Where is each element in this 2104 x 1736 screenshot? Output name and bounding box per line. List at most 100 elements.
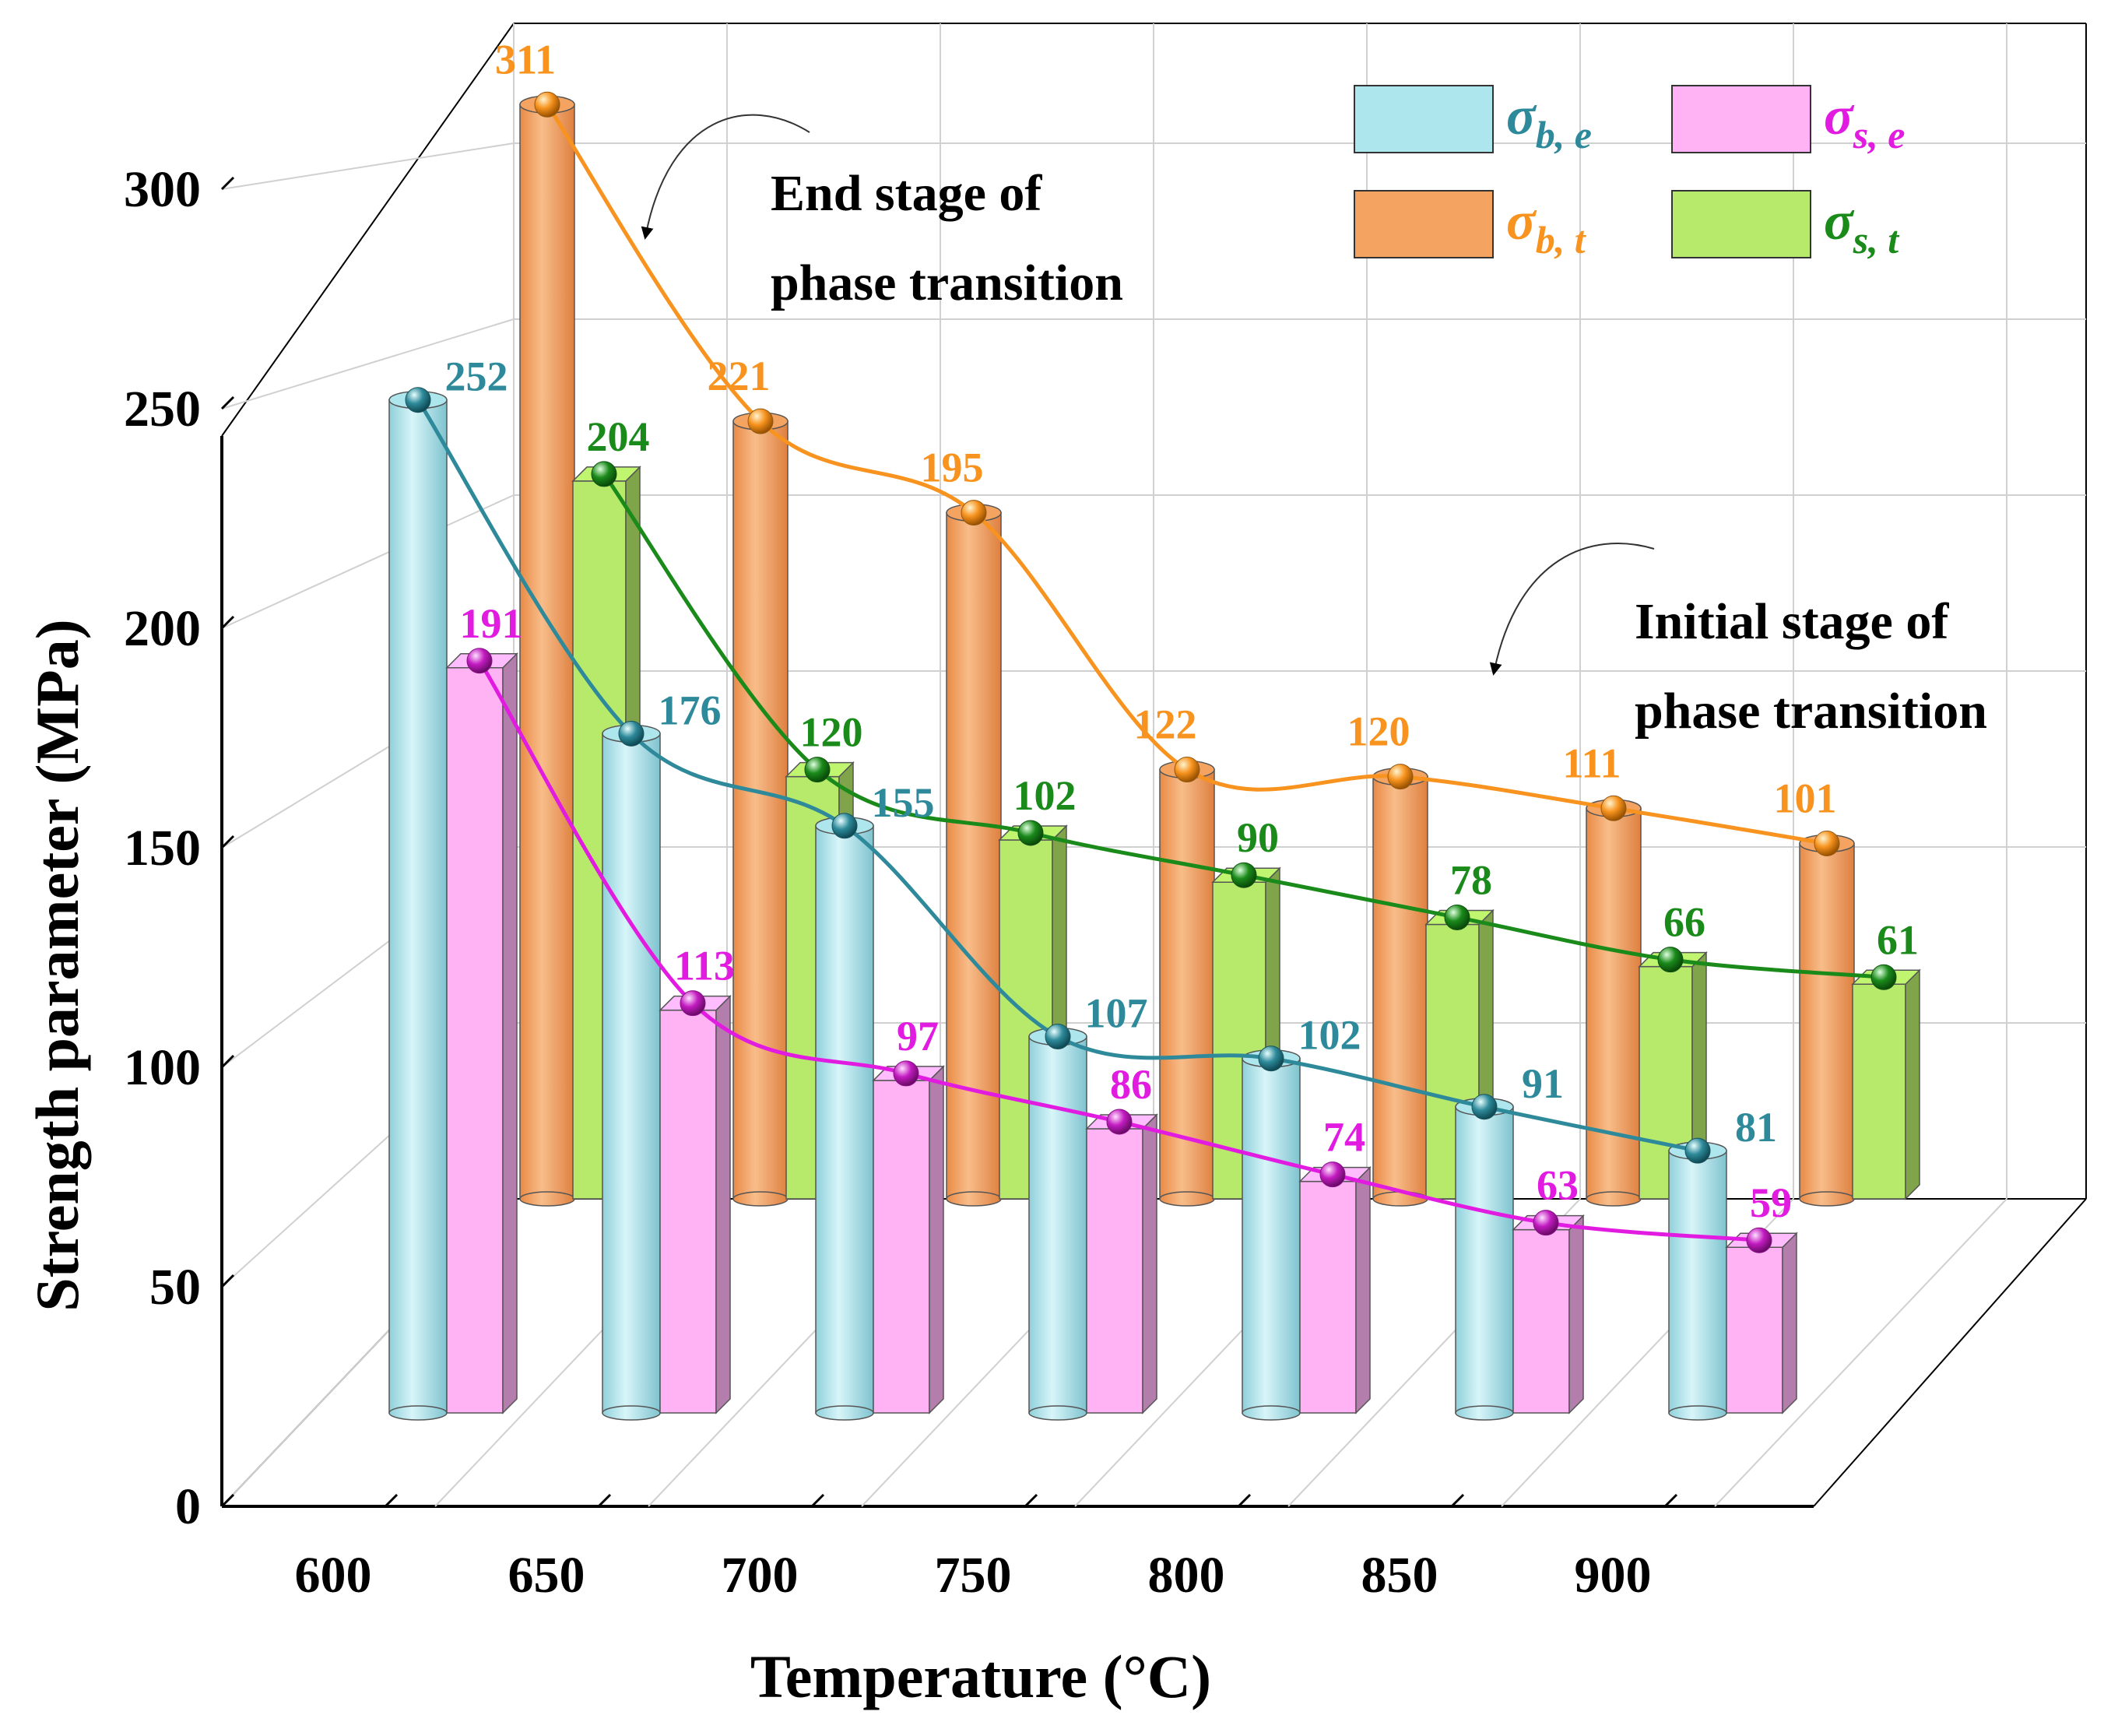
- annotation-text-line: phase transition: [1635, 683, 1987, 740]
- data-label-sigma-b-t: 195: [921, 445, 984, 491]
- bar-body: [1242, 1057, 1301, 1414]
- bar-base: [1028, 1405, 1087, 1421]
- marker-sigma-b-t: [961, 500, 987, 526]
- annotation-text-line: Initial stage of: [1635, 593, 1949, 650]
- bar-sigma-s-e: [445, 652, 518, 1414]
- bar-sigma-s-e: [1725, 1232, 1798, 1414]
- data-labels: 311 221 195 122 120 111 101 204 120 102 90 78 66 61 25…: [445, 36, 1920, 1226]
- marker-sigma-s-t: [1231, 862, 1257, 888]
- bar-sigma-s-e: [1512, 1214, 1585, 1414]
- bar-front-face: [873, 1080, 930, 1414]
- x-tick-mark: [1450, 1493, 1465, 1508]
- marker-sigma-s-t: [1444, 904, 1470, 930]
- data-label-sigma-b-e: 155: [872, 779, 935, 826]
- annotation-arrow: [1489, 543, 1655, 676]
- bar-sigma-b-t: [1159, 760, 1215, 1207]
- marker-sigma-s-e: [466, 648, 493, 674]
- annotation-text-line: End stage of: [771, 165, 1042, 222]
- bar-base: [1455, 1405, 1514, 1421]
- bar-sigma-b-e: [1455, 1098, 1514, 1421]
- legend-swatch-sigma-s-t: [1671, 190, 1811, 258]
- marker-sigma-b-e: [1258, 1045, 1284, 1072]
- bar-base: [732, 1191, 789, 1207]
- x-tick-mark: [1663, 1493, 1678, 1508]
- marker-sigma-b-t: [1600, 795, 1627, 821]
- frame-edge: [221, 23, 515, 437]
- gridline-side: [221, 318, 515, 409]
- bar-sigma-b-t: [1799, 834, 1855, 1207]
- bar-front-face: [1726, 1246, 1783, 1414]
- x-tick-label: 750: [935, 1547, 1012, 1604]
- bar-base: [1668, 1405, 1727, 1421]
- bar-side-face: [1142, 1113, 1157, 1414]
- data-label-sigma-s-e: 113: [674, 943, 735, 989]
- legend-label-sigma-s-e: σs, e: [1824, 86, 1905, 156]
- data-label-sigma-b-e: 176: [659, 687, 722, 733]
- data-label-sigma-s-t: 90: [1237, 814, 1279, 861]
- x-tick-label: 600: [295, 1547, 372, 1604]
- bar-front-face: [446, 667, 504, 1414]
- legend-label-sigma-b-e: σb, e: [1506, 86, 1592, 156]
- bar-body: [602, 733, 661, 1414]
- y-tick-mark: [220, 395, 235, 410]
- bar-front-face: [1086, 1128, 1143, 1414]
- data-label-sigma-s-e: 59: [1750, 1179, 1792, 1226]
- marker-sigma-s-e: [1319, 1161, 1346, 1188]
- bar-sigma-b-t: [732, 412, 789, 1207]
- bar-base: [1799, 1191, 1855, 1207]
- bar-side-face: [1355, 1165, 1371, 1414]
- marker-sigma-b-e: [1471, 1094, 1498, 1120]
- marker-sigma-b-e: [1684, 1137, 1711, 1164]
- legend-swatch-sigma-s-e: [1671, 85, 1811, 153]
- y-tick-mark: [220, 1274, 235, 1288]
- data-label-sigma-b-e: 252: [445, 353, 508, 400]
- marker-sigma-s-e: [1746, 1227, 1772, 1253]
- marker-sigma-s-e: [1106, 1109, 1133, 1135]
- x-tick-mark: [1237, 1493, 1252, 1508]
- data-label-sigma-s-e: 86: [1110, 1061, 1152, 1108]
- marker-sigma-b-t: [1174, 757, 1200, 783]
- y-tick-mark: [220, 615, 235, 630]
- front-row-curves: [405, 387, 1772, 1253]
- marker-sigma-b-e: [405, 387, 431, 413]
- bar-body: [815, 825, 874, 1414]
- bar-side-face: [929, 1065, 944, 1414]
- bar-base: [815, 1405, 874, 1421]
- frame-edge: [1813, 1198, 2087, 1507]
- bar-sigma-b-t: [1372, 767, 1428, 1207]
- bar-base: [1159, 1191, 1215, 1207]
- data-label-sigma-b-e: 91: [1522, 1060, 1564, 1107]
- bar-body: [1159, 768, 1215, 1200]
- data-label-sigma-b-t: 311: [495, 36, 556, 83]
- y-axis-title: Strength parameter (MPa): [23, 619, 91, 1312]
- x-tick-mark: [810, 1493, 825, 1508]
- legend-swatch-sigma-b-e: [1354, 85, 1494, 153]
- bar-side-face: [1568, 1214, 1584, 1414]
- data-label-sigma-s-t: 78: [1450, 856, 1492, 903]
- annotation-arrow: [641, 114, 810, 240]
- legend-swatch-sigma-b-t: [1354, 190, 1494, 258]
- y-tick-label: 0: [175, 1478, 201, 1535]
- bar-base: [602, 1405, 661, 1421]
- bar-sigma-b-t: [519, 95, 575, 1207]
- y-tick-label: 200: [124, 600, 201, 657]
- data-label-sigma-s-e: 191: [460, 600, 523, 647]
- bar-sigma-b-t: [946, 503, 1002, 1207]
- bar-sigma-s-e: [659, 994, 732, 1414]
- back-row-curves: [534, 91, 1897, 990]
- bar-side-face: [1905, 968, 1920, 1200]
- bar-sigma-b-e: [388, 390, 448, 1421]
- y-axis-tick-labels: 050100150200250300350: [124, 161, 235, 1535]
- bar-body: [1028, 1035, 1087, 1414]
- x-tick-label: 650: [508, 1547, 585, 1604]
- curve-sigma-b-t: [545, 103, 1828, 845]
- marker-sigma-b-t: [1814, 830, 1840, 856]
- x-tick-mark: [384, 1493, 399, 1508]
- legend: σb, e σs, e σb, t σs, t: [1354, 85, 1905, 262]
- data-label-sigma-b-e: 107: [1085, 990, 1148, 1037]
- bar-side-face: [502, 652, 518, 1414]
- x-tick-mark: [597, 1493, 612, 1508]
- marker-sigma-s-e: [680, 990, 706, 1017]
- bar-body: [1799, 842, 1855, 1200]
- annotations: End stage of phase transition Initial stag…: [641, 114, 1987, 740]
